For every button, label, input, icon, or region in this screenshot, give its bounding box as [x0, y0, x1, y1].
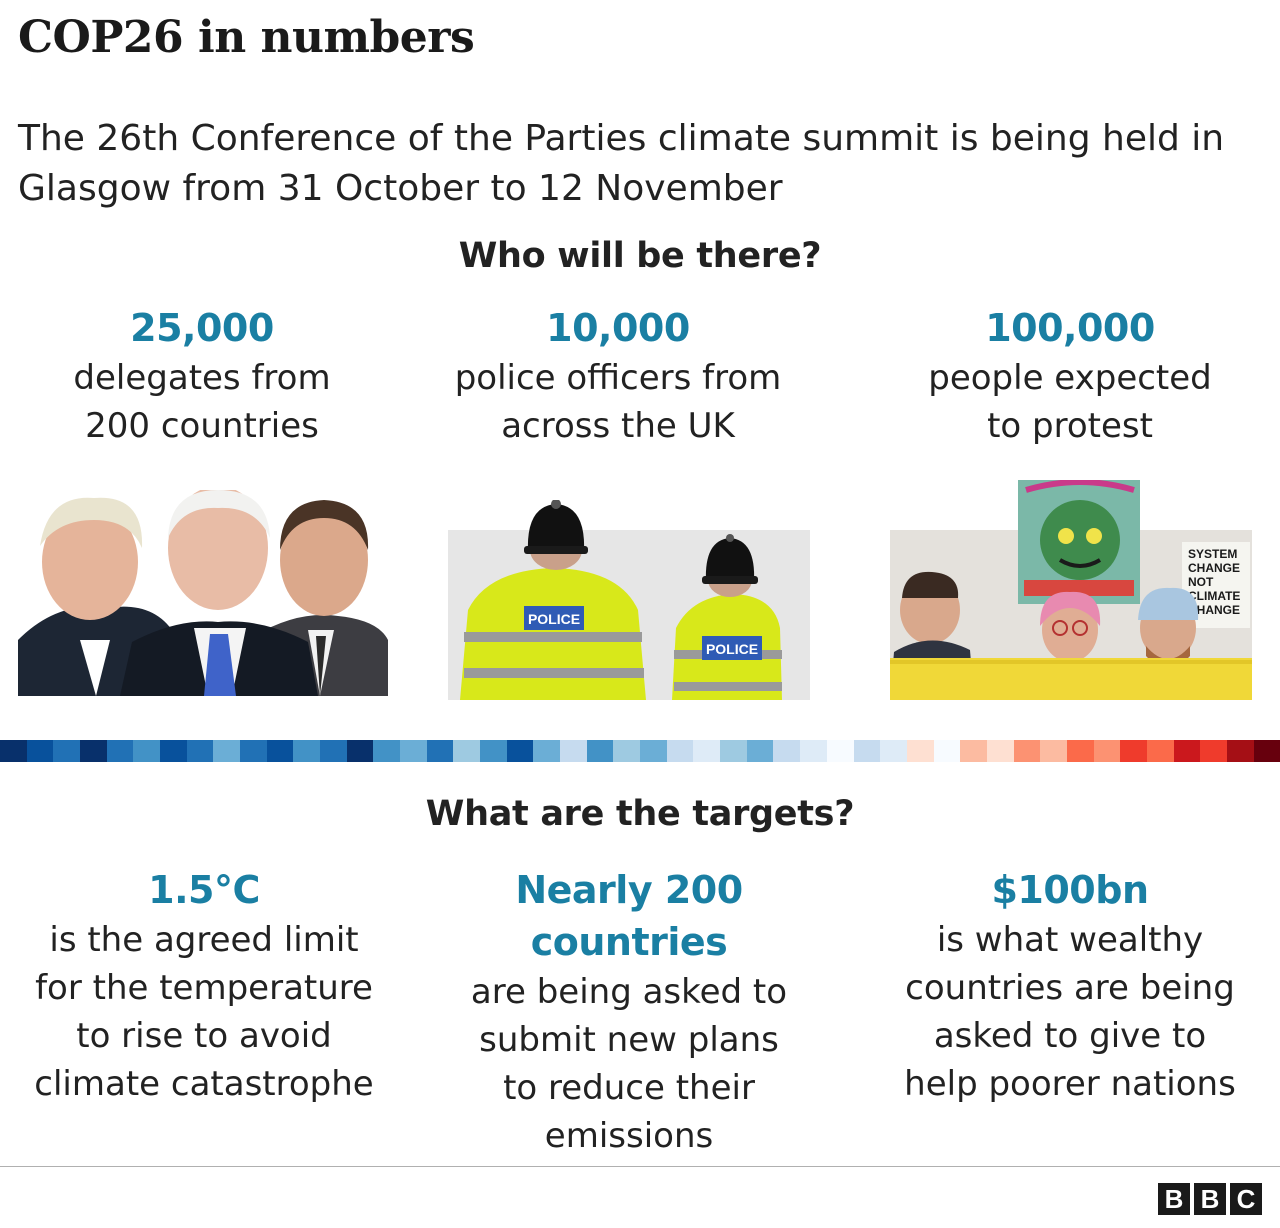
- target-value: Nearly 200 countries: [515, 868, 743, 964]
- climate-stripe: [1093, 740, 1121, 762]
- stat-delegates: 25,000 delegates from 200 countries: [2, 302, 402, 450]
- climate-stripe: [960, 740, 987, 762]
- target-value: 1.5°C: [148, 868, 260, 912]
- stat-value: 25,000: [130, 306, 274, 350]
- target-finance: $100bn is what wealthy countries are bei…: [872, 864, 1268, 1108]
- target-value: $100bn: [991, 868, 1149, 912]
- target-text-line: is the agreed limit: [49, 920, 359, 960]
- climate-stripe: [160, 740, 187, 762]
- who-heading: Who will be there?: [458, 236, 822, 276]
- climate-stripe: [1200, 740, 1227, 762]
- climate-stripe: [106, 740, 134, 762]
- climate-stripe: [1040, 740, 1067, 762]
- climate-stripe: [506, 740, 534, 762]
- target-text-line: to reduce their: [503, 1068, 755, 1108]
- stat-police: 10,000 police officers from across the U…: [418, 302, 818, 450]
- climate-stripe: [773, 740, 801, 762]
- climate-stripe: [80, 740, 107, 762]
- stat-text-line: delegates from: [73, 358, 331, 398]
- climate-stripe: [880, 740, 907, 762]
- stat-text-line: police officers from: [454, 358, 782, 398]
- climate-stripe: [400, 740, 427, 762]
- protest-sign-line: CHANGE: [1188, 603, 1240, 617]
- climate-stripe: [826, 740, 854, 762]
- target-text-line: for the temperature: [35, 968, 373, 1008]
- climate-stripe: [640, 740, 667, 762]
- world-leaders-photo: [18, 490, 388, 696]
- stat-text-line: people expected: [928, 358, 1212, 398]
- protest-sign-line: SYSTEM: [1188, 547, 1237, 561]
- target-text-line: are being asked to: [470, 972, 788, 1012]
- climate-stripe: [560, 740, 587, 762]
- climate-stripe: [1120, 740, 1147, 762]
- page-title: COP26 in numbers: [18, 12, 475, 63]
- target-text-line: countries are being: [905, 968, 1235, 1008]
- subtitle: The 26th Conference of the Parties clima…: [18, 118, 1225, 209]
- bbc-logo-letter: C: [1230, 1183, 1262, 1215]
- climate-stripe: [53, 740, 81, 762]
- stat-protesters: 100,000 people expected to protest: [870, 302, 1270, 450]
- climate-stripe: [800, 740, 827, 762]
- climate-stripe: [346, 740, 374, 762]
- climate-stripe: [853, 740, 881, 762]
- protest-sign-line: NOT: [1188, 575, 1214, 589]
- target-temperature: 1.5°C is the agreed limit for the temper…: [4, 864, 404, 1108]
- climate-stripe: [240, 740, 267, 762]
- climate-stripe: [906, 740, 934, 762]
- climate-stripe: [746, 740, 774, 762]
- stat-value: 100,000: [985, 306, 1155, 350]
- climate-stripe: [453, 740, 481, 762]
- protest-sign-line: CHANGE: [1188, 561, 1240, 575]
- climate-warming-stripes: [0, 740, 1280, 762]
- target-text-line: emissions: [544, 1116, 714, 1156]
- climate-stripe: [26, 740, 54, 762]
- climate-stripe: [986, 740, 1014, 762]
- target-text-line: climate catastrophe: [34, 1064, 374, 1104]
- stat-value: 10,000: [546, 306, 690, 350]
- stat-text-line: 200 countries: [85, 406, 319, 446]
- bbc-logo-letter: B: [1158, 1183, 1190, 1215]
- stat-text-line: to protest: [987, 406, 1153, 446]
- climate-stripe: [480, 740, 507, 762]
- bbc-logo: B B C: [1158, 1183, 1262, 1215]
- climate-stripe: [1146, 740, 1174, 762]
- protest-sign-line: CLIMATE: [1188, 589, 1240, 603]
- climate-stripe: [0, 740, 27, 762]
- footer-divider: [0, 1166, 1280, 1167]
- climate-stripe: [1253, 740, 1280, 762]
- climate-stripe: [213, 740, 241, 762]
- climate-stripe: [613, 740, 641, 762]
- bbc-logo-letter: B: [1194, 1183, 1226, 1215]
- climate-stripe: [533, 740, 561, 762]
- climate-stripe: [933, 740, 961, 762]
- climate-stripe: [293, 740, 321, 762]
- climate-stripe: [373, 740, 401, 762]
- targets-heading: What are the targets?: [425, 794, 855, 834]
- police-officers-photo: POLICE POLICE: [448, 500, 810, 700]
- climate-stripe: [1066, 740, 1094, 762]
- climate-stripe: [133, 740, 161, 762]
- police-badge-text: POLICE: [706, 641, 758, 657]
- climate-stripe: [1173, 740, 1201, 762]
- climate-stripe: [693, 740, 721, 762]
- climate-stripe: [586, 740, 614, 762]
- target-text-line: to rise to avoid: [76, 1016, 332, 1056]
- climate-stripe: [666, 740, 694, 762]
- climate-stripe: [186, 740, 214, 762]
- climate-stripe: [320, 740, 347, 762]
- target-text-line: asked to give to: [933, 1016, 1207, 1056]
- climate-stripe: [720, 740, 747, 762]
- target-text-line: help poorer nations: [904, 1064, 1236, 1104]
- target-text-line: submit new plans: [479, 1020, 779, 1060]
- climate-stripe: [266, 740, 294, 762]
- stat-text-line: across the UK: [501, 406, 735, 446]
- police-badge-text: POLICE: [528, 611, 580, 627]
- svg-text:SYSTEM CHANGE NOT: SYSTEM CHANGE NOT CLIMATE CHANGE: [1188, 547, 1244, 617]
- target-text-line: is what wealthy: [936, 920, 1204, 960]
- climate-stripe: [1013, 740, 1041, 762]
- climate-stripe: [426, 740, 454, 762]
- climate-stripe: [1226, 740, 1254, 762]
- target-countries: Nearly 200 countries are being asked to …: [414, 864, 844, 1160]
- protesters-photo: SYSTEM CHANGE NOT CLIMATE CHANGE: [890, 480, 1252, 700]
